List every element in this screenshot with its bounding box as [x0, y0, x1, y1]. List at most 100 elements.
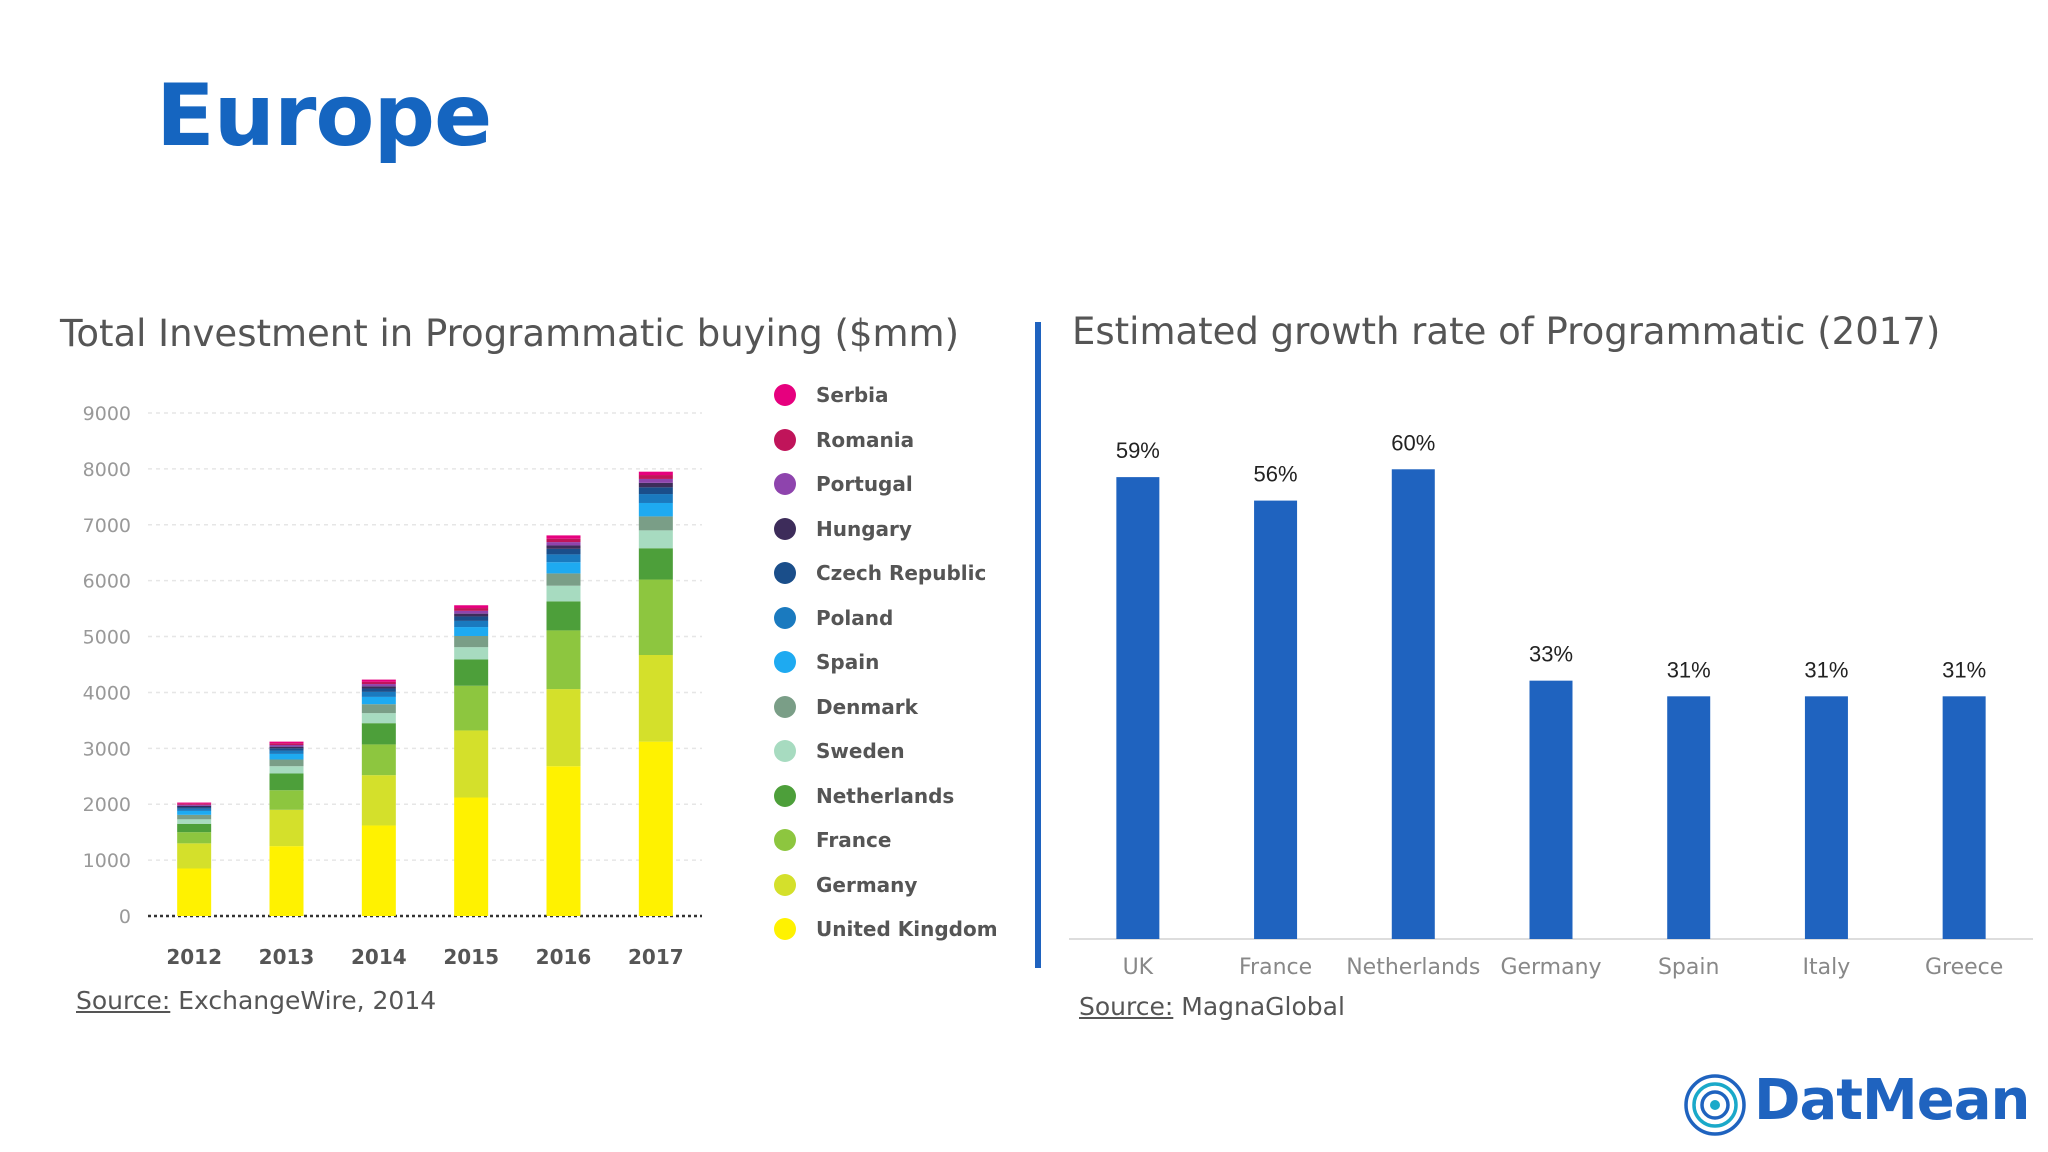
legend-item: Denmark	[774, 692, 918, 722]
bar-segment	[546, 689, 581, 767]
bar-segment	[361, 688, 396, 692]
bar-segment	[361, 723, 396, 745]
legend-swatch	[774, 740, 796, 762]
y-tick-label: 2000	[83, 794, 131, 816]
bar-segment	[546, 542, 581, 546]
x-tick-label: 2015	[443, 945, 499, 969]
x-tick-label: Greece	[1925, 955, 2003, 980]
legend-swatch	[774, 562, 796, 584]
bar-segment	[177, 819, 212, 824]
legend-item: Spain	[774, 647, 879, 677]
legend-swatch	[774, 517, 796, 540]
bar	[1804, 696, 1848, 939]
legend-swatch	[774, 784, 796, 807]
legend-swatch	[774, 651, 796, 673]
bar-segment	[638, 475, 673, 479]
legend-item: France	[774, 825, 891, 855]
legend-label: Poland	[816, 605, 894, 630]
bar-segment	[638, 741, 673, 916]
bar-segment	[546, 538, 581, 543]
x-tick-label: 2014	[351, 945, 407, 969]
bar-segment	[546, 554, 581, 563]
legend-swatch	[774, 384, 796, 406]
x-tick-label: 2016	[536, 945, 592, 969]
x-tick-label: Netherlands	[1346, 955, 1480, 980]
bar-segment	[269, 790, 304, 810]
bar-segment	[177, 804, 212, 806]
legend-swatch	[774, 428, 796, 451]
x-tick-label: 2017	[628, 945, 684, 969]
bar-segment	[638, 494, 673, 503]
bar-segment	[361, 825, 396, 916]
bar-segment	[269, 759, 304, 767]
bar	[1116, 477, 1160, 939]
bar-segment	[454, 730, 489, 798]
bar-segment	[269, 741, 304, 744]
bar-segment	[361, 684, 396, 687]
bar-segment	[638, 548, 673, 580]
x-tick-label: Spain	[1658, 955, 1719, 980]
y-tick-label: 0	[119, 906, 131, 928]
x-tick-label: UK	[1123, 955, 1154, 980]
bar-segment	[269, 743, 304, 745]
bar-segment	[361, 744, 396, 776]
bar-segment	[361, 686, 396, 689]
x-tick-label: 2013	[259, 945, 315, 969]
bar-segment	[546, 573, 581, 586]
legend-label: Netherlands	[816, 783, 955, 808]
bar-segment	[638, 516, 673, 531]
bar-segment	[546, 548, 581, 555]
bar-segment	[454, 647, 489, 660]
source-label[interactable]: Source:	[1079, 992, 1174, 1021]
legend-label: Portugal	[816, 472, 913, 496]
bar-segment	[454, 635, 489, 648]
bar-segment	[454, 608, 489, 611]
data-label: 59%	[1116, 438, 1160, 463]
data-label: 56%	[1254, 462, 1298, 487]
legend-swatch	[774, 473, 796, 495]
data-label: 31%	[1667, 657, 1711, 682]
bar-segment	[177, 802, 212, 804]
bar-segment	[177, 805, 212, 808]
bar-segment	[638, 502, 673, 517]
chart-divider	[1035, 322, 1041, 968]
bar-segment	[361, 704, 396, 714]
bar-segment	[361, 679, 396, 682]
source-text: ExchangeWire, 2014	[178, 986, 437, 1015]
bar-segment	[361, 691, 396, 697]
data-label: 33%	[1529, 642, 1573, 667]
legend-item: United Kingdom	[774, 914, 998, 944]
bar-segment	[177, 823, 212, 833]
bar-segment	[454, 797, 489, 916]
bar	[1254, 500, 1298, 939]
bar	[1942, 696, 1986, 939]
legend-label: Spain	[816, 650, 880, 674]
data-label: 31%	[1942, 657, 1986, 682]
y-tick-label: 7000	[83, 515, 131, 537]
y-tick-label: 5000	[83, 627, 131, 649]
bar-segment	[177, 868, 212, 916]
bar-segment	[269, 753, 304, 760]
bar-segment	[454, 605, 489, 609]
legend-label: Romania	[816, 427, 915, 452]
legend-label: Sweden	[816, 739, 905, 763]
y-tick-label: 1000	[83, 850, 131, 872]
bar-segment	[177, 843, 212, 869]
bar-segment	[546, 545, 581, 549]
legend-label: Denmark	[816, 694, 918, 719]
bar-segment	[177, 810, 212, 815]
legend-swatch	[774, 873, 796, 896]
source-label[interactable]: Source:	[76, 986, 171, 1015]
legend-item: Czech Republic	[774, 558, 986, 588]
bar-segment	[177, 814, 212, 820]
bar-segment	[546, 585, 581, 602]
page-title: Europe	[156, 66, 492, 166]
legend-item: Sweden	[774, 736, 905, 766]
bar-segment	[454, 620, 489, 628]
x-tick-label: France	[1239, 955, 1312, 980]
legend-item: Germany	[774, 870, 917, 900]
logo-text: DatMean	[1754, 1068, 2030, 1133]
legend-swatch	[774, 829, 796, 851]
y-tick-label: 4000	[83, 682, 131, 704]
